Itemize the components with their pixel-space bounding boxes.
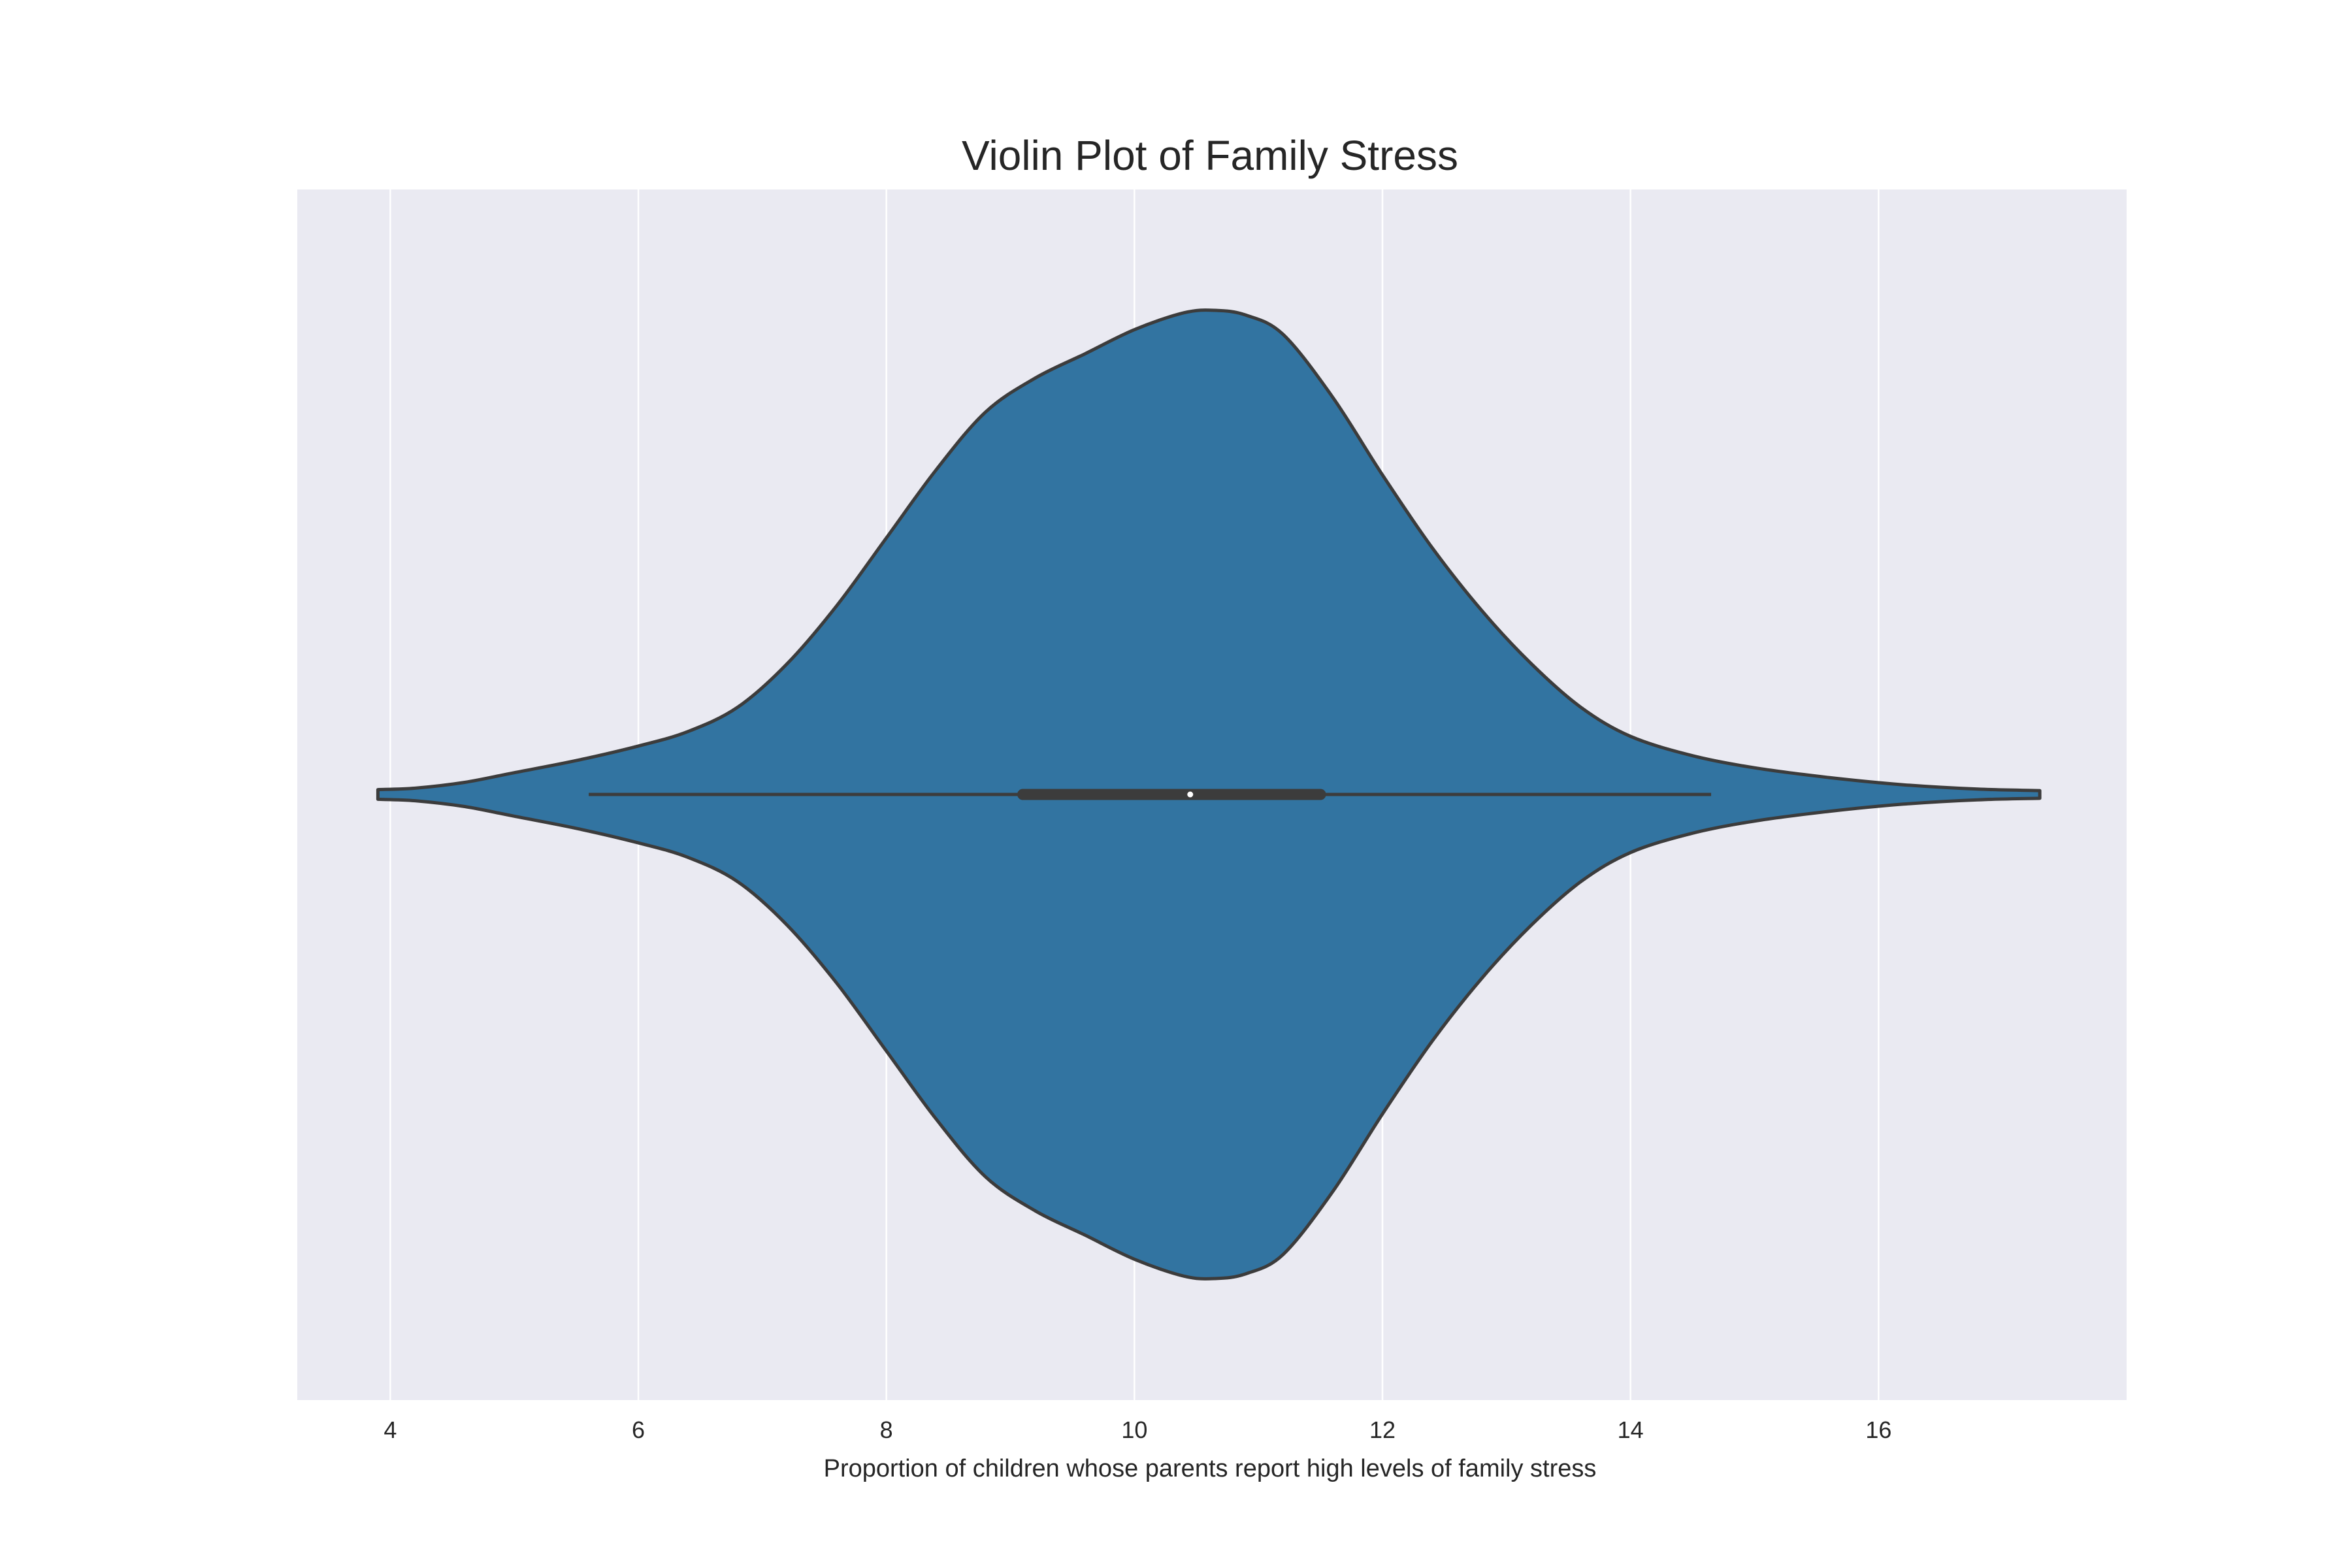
x-tick-label: 16 bbox=[1865, 1416, 1891, 1443]
x-tick-label: 14 bbox=[1618, 1416, 1644, 1443]
x-tick-label: 12 bbox=[1369, 1416, 1396, 1443]
x-tick-label: 6 bbox=[632, 1416, 645, 1443]
violin-group bbox=[376, 308, 2042, 1281]
x-tick-label: 4 bbox=[384, 1416, 397, 1443]
median-marker bbox=[1187, 791, 1194, 798]
x-tick-label: 8 bbox=[880, 1416, 893, 1443]
x-axis-ticks: 4 6 8 10 12 14 16 bbox=[384, 1416, 1891, 1443]
x-axis-label: Proportion of children whose parents rep… bbox=[824, 1455, 1597, 1482]
x-tick-label: 10 bbox=[1121, 1416, 1147, 1443]
chart-title: Violin Plot of Family Stress bbox=[962, 132, 1458, 179]
